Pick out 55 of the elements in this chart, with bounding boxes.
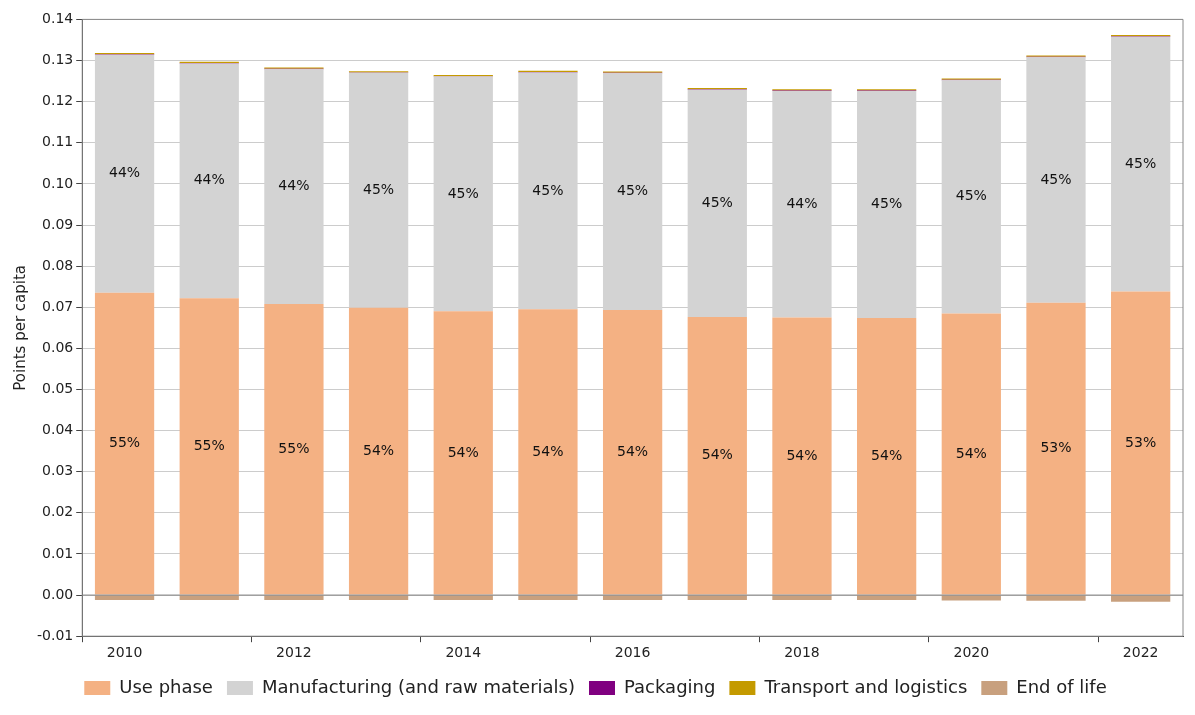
annotation: 54% <box>701 446 733 463</box>
annotation: 53% <box>1040 439 1072 456</box>
y-tick-label: -0.01 <box>36 626 74 643</box>
annotation: 54% <box>955 444 987 461</box>
annotation: 53% <box>1125 433 1157 450</box>
legend-label: End of life <box>1016 675 1107 697</box>
x-tick-label: 2018 <box>784 644 820 661</box>
y-tick-label: 0.08 <box>42 256 74 273</box>
annotation: 54% <box>871 446 903 463</box>
y-tick-label: 0.09 <box>42 215 74 232</box>
x-tick-label: 2012 <box>276 644 312 661</box>
annotation: 45% <box>701 194 733 211</box>
annotation: 45% <box>447 184 479 201</box>
annotation: 45% <box>1125 154 1157 171</box>
x-tick-label: 2014 <box>445 644 482 661</box>
y-tick-label: 0.04 <box>42 421 74 438</box>
y-tick-label: 0.02 <box>42 503 74 520</box>
annotation: 54% <box>447 443 479 460</box>
legend-label: Transport and logistics <box>763 675 968 697</box>
legend-label: Manufacturing (and raw materials) <box>261 675 576 697</box>
annotation: 45% <box>955 187 987 204</box>
y-tick-label: 0.03 <box>42 462 74 479</box>
annotation: 44% <box>278 177 310 194</box>
annotation: 54% <box>363 441 395 458</box>
annotation: 55% <box>278 439 310 456</box>
annotation: 55% <box>109 434 141 451</box>
annotation: 44% <box>109 164 141 181</box>
x-tick-label: 2022 <box>1122 644 1159 661</box>
y-tick-label: 0.13 <box>42 51 74 68</box>
annotation: 44% <box>193 171 225 188</box>
y-tick-label: 0.10 <box>42 174 74 191</box>
y-tick-label: 0.14 <box>42 10 74 27</box>
x-tick-label: 2020 <box>953 644 990 661</box>
annotation: 54% <box>786 446 818 463</box>
legend-label: Packaging <box>624 675 716 697</box>
annotation: 45% <box>617 182 649 199</box>
y-tick-label: 0.01 <box>42 544 74 561</box>
annotation: 45% <box>532 181 564 198</box>
x-tick-label: 2016 <box>614 644 651 661</box>
y-tick-label: 0.00 <box>42 585 74 602</box>
y-tick-label: 0.11 <box>42 133 74 150</box>
x-tick-label: 2010 <box>106 644 143 661</box>
y-tick-label: 0.12 <box>42 92 74 109</box>
annotation: 55% <box>193 437 225 454</box>
annotation: 45% <box>1040 170 1072 187</box>
annotation: 54% <box>532 442 564 459</box>
annotation: 44% <box>786 194 818 211</box>
y-tick-label: 0.06 <box>42 339 74 355</box>
y-axis-title: Points per capita <box>10 264 29 391</box>
y-tick-label: 0.05 <box>42 380 74 397</box>
annotation: 54% <box>617 442 649 459</box>
legend-label: Use phase <box>119 675 213 697</box>
annotation: 45% <box>363 180 395 197</box>
annotation: 45% <box>871 195 903 212</box>
y-tick-label: 0.07 <box>42 297 74 314</box>
